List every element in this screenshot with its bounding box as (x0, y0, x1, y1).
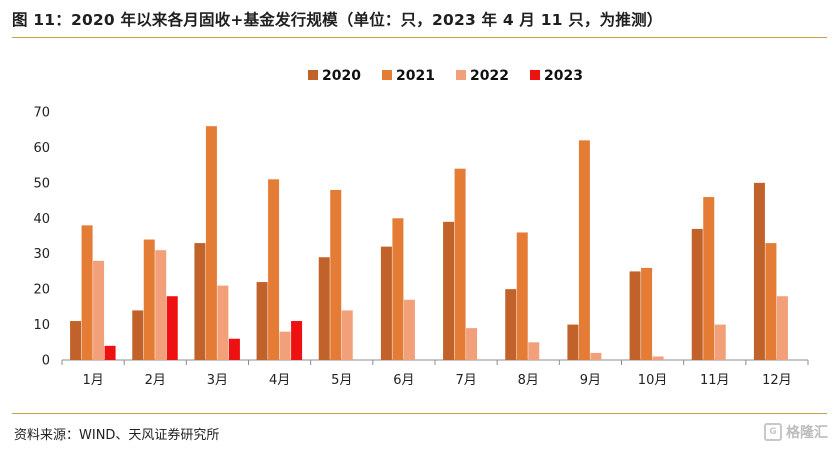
x-tick-label: 8月 (518, 373, 539, 388)
bar-2021-6 (392, 218, 404, 360)
x-tick-label: 6月 (393, 373, 414, 388)
legend-label-2020: 2020 (322, 68, 361, 84)
x-tick-label: 4月 (269, 373, 290, 388)
title-divider (12, 37, 827, 38)
y-tick-label: 60 (33, 141, 50, 156)
x-tick-label: 1月 (82, 373, 103, 388)
x-tick-label: 10月 (638, 373, 668, 388)
y-tick-label: 20 (33, 283, 50, 298)
bar-2021-7 (454, 168, 466, 360)
bar-2020-4 (256, 282, 268, 360)
y-tick-label: 70 (33, 106, 50, 121)
bar-2022-11 (714, 324, 726, 360)
y-tick-label: 10 (33, 318, 50, 333)
x-tick-label: 5月 (331, 373, 352, 388)
bar-chart: 0 10 20 30 40 50 60 70 1月 2月 3月 4月 5月 6月 7月 8月 9月 10月 11月 1… (33, 68, 809, 388)
watermark-logo: G 格隆汇 (764, 422, 828, 442)
bar-2020-2 (132, 310, 144, 360)
legend-swatch-2022 (456, 70, 466, 80)
bar-2021-2 (143, 239, 155, 360)
bar-2022-10 (652, 356, 664, 360)
x-tick-label: 2月 (145, 373, 166, 388)
bar-2023-1 (104, 345, 116, 360)
legend-label-2022: 2022 (470, 68, 509, 84)
bar-2021-11 (703, 197, 715, 360)
x-tick-label: 12月 (762, 373, 792, 388)
source-note: 资料来源：WIND、天风证券研究所 (14, 428, 220, 443)
bar-2021-5 (330, 189, 342, 360)
y-tick-label: 50 (33, 176, 50, 191)
bar-2020-6 (380, 246, 392, 360)
bar-2022-8 (528, 342, 540, 360)
x-tick-label: 7月 (455, 373, 476, 388)
bar-2021-9 (578, 140, 590, 360)
bar-2021-10 (641, 267, 653, 360)
legend-swatch-2023 (530, 70, 540, 80)
y-tick-label: 0 (42, 354, 50, 369)
bar-2023-4 (291, 321, 303, 360)
bar-2020-9 (567, 324, 579, 360)
watermark-text: 格隆汇 (786, 425, 828, 441)
bar-2022-5 (341, 310, 353, 360)
bar-2022-4 (279, 331, 291, 360)
bar-2022-2 (155, 250, 167, 360)
y-tick-label: 40 (33, 212, 50, 227)
x-tick-label: 11月 (700, 373, 730, 388)
bar-2022-9 (590, 352, 602, 360)
legend-label-2023: 2023 (544, 68, 583, 84)
bar-2023-2 (166, 296, 178, 360)
bar-2020-1 (70, 321, 82, 360)
bar-2020-5 (318, 257, 330, 360)
bar-2020-10 (629, 271, 641, 360)
legend-label-2021: 2021 (396, 68, 435, 84)
bar-2020-8 (505, 289, 517, 360)
bar-2021-12 (765, 243, 777, 360)
x-tick-label: 3月 (207, 373, 228, 388)
chart-title: 图 11：2020 年以来各月固收+基金发行规模（单位：只，2023 年 4 月… (12, 11, 663, 29)
bar-2022-7 (466, 328, 478, 360)
bar-2021-1 (81, 225, 93, 360)
bar-2022-12 (776, 296, 788, 360)
bar-2021-8 (516, 232, 528, 360)
bar-2020-3 (194, 243, 206, 360)
bar-2023-3 (228, 338, 240, 360)
logo-icon: G (764, 423, 782, 441)
legend-swatch-2021 (382, 70, 392, 80)
bar-2022-3 (217, 285, 229, 360)
y-tick-label: 30 (33, 247, 50, 262)
bar-2022-1 (93, 260, 105, 360)
bar-2020-11 (691, 228, 703, 360)
bar-2021-4 (268, 179, 280, 360)
legend-swatch-2020 (308, 70, 318, 80)
bar-2021-3 (205, 126, 217, 361)
bar-2022-6 (403, 299, 415, 360)
bar-2020-12 (753, 182, 765, 360)
x-tick-label: 9月 (580, 373, 601, 388)
bar-2020-7 (443, 221, 455, 360)
source-divider (12, 413, 827, 414)
